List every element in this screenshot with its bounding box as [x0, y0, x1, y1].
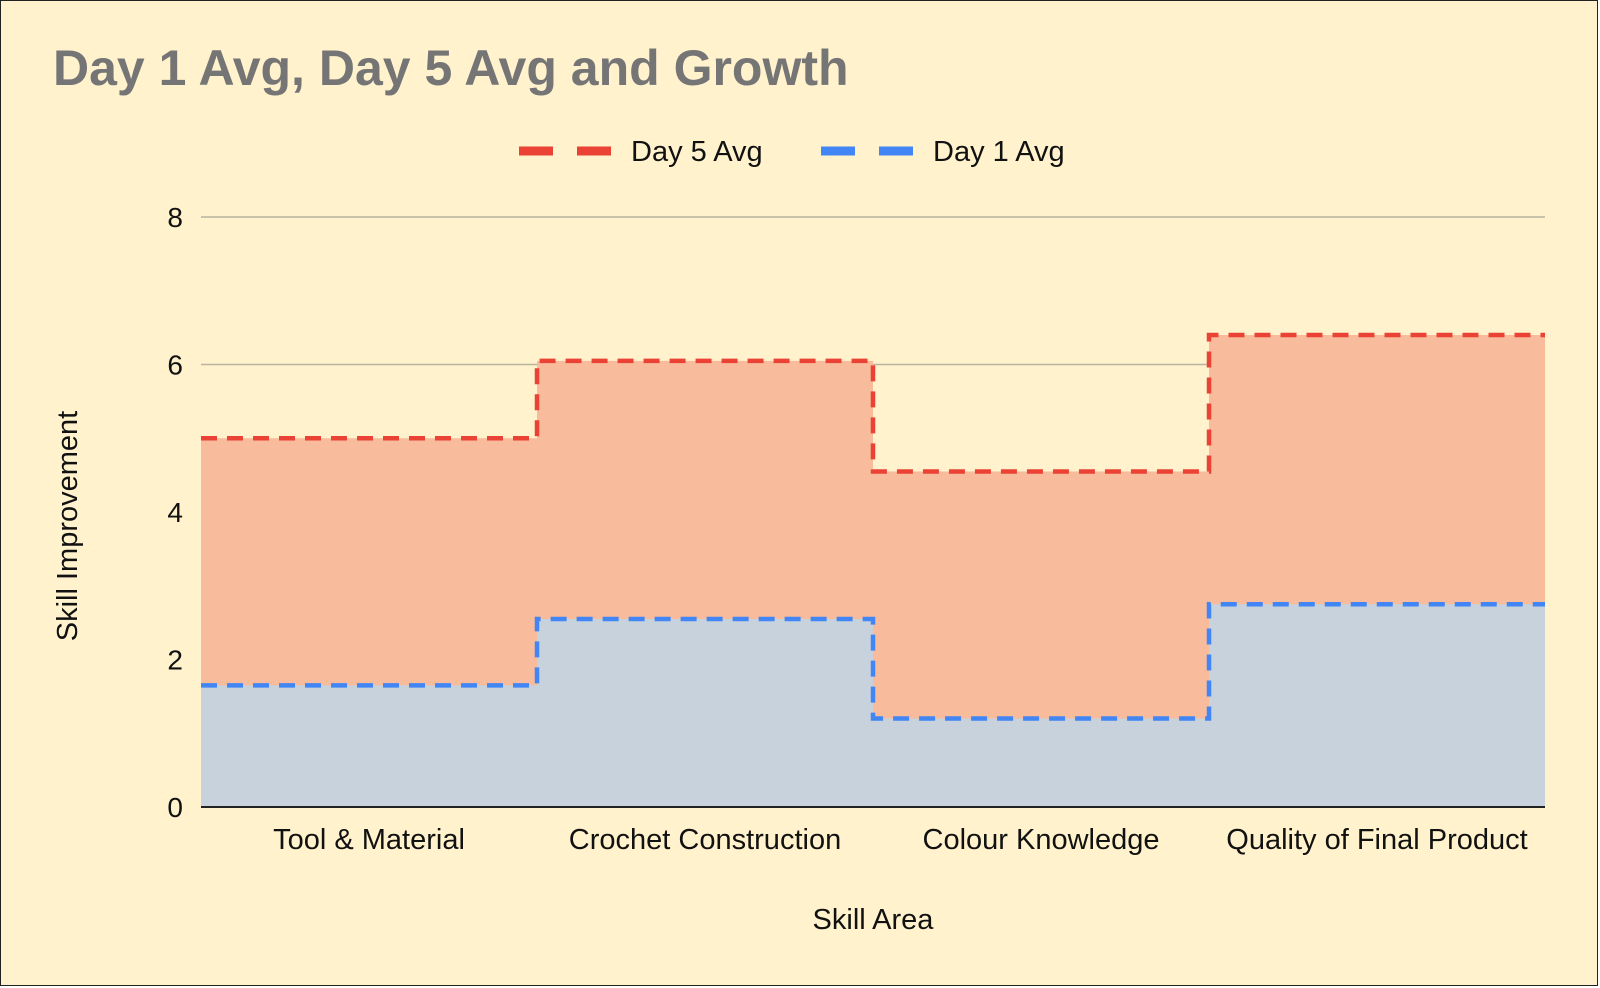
y-tick-label: 0	[167, 792, 183, 823]
legend-item: Day 5 Avg	[519, 136, 763, 168]
x-tick-label: Colour Knowledge	[923, 824, 1160, 856]
x-tick-label: Tool & Material	[273, 824, 465, 856]
x-axis-title: Skill Area	[813, 904, 935, 936]
x-tick-label: Crochet Construction	[569, 824, 841, 856]
chart-title: Day 1 Avg, Day 5 Avg and Growth	[53, 40, 849, 96]
series-lines	[201, 332, 1545, 721]
series-line-0	[201, 332, 1545, 474]
legend-label: Day 1 Avg	[933, 136, 1065, 168]
y-tick-label: 6	[167, 350, 183, 381]
legend: Day 5 Avg Day 1 Avg	[519, 136, 1065, 168]
legend-item: Day 1 Avg	[821, 136, 1065, 168]
x-tick-label: Quality of Final Product	[1226, 824, 1527, 856]
y-tick-label: 4	[167, 497, 183, 528]
axes: 0 2 4 6 8 Tool & Material Crochet Construction…	[52, 202, 1545, 936]
y-tick-label: 2	[167, 645, 183, 676]
series-line-1	[201, 601, 1545, 721]
y-axis-title: Skill Improvement	[52, 411, 84, 641]
legend-label: Day 5 Avg	[631, 136, 763, 168]
y-tick-label: 8	[167, 202, 183, 233]
